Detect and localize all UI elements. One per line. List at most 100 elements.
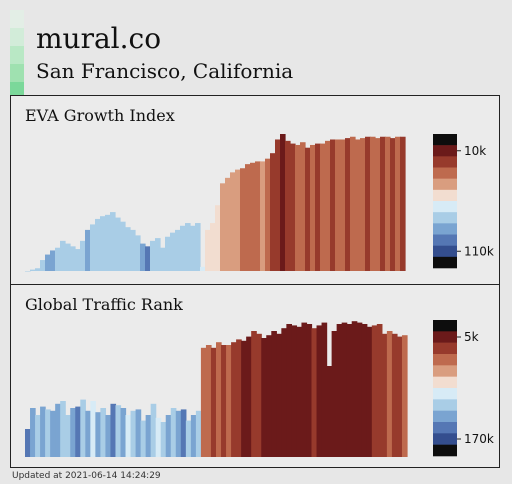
area-bar [255, 161, 261, 271]
area-bar [280, 134, 286, 271]
area-bar [365, 136, 371, 271]
area-bar [386, 331, 393, 457]
area-bar [305, 147, 311, 271]
area-bar [135, 409, 142, 457]
colorbar-segment [433, 388, 457, 400]
colorbar-segment [433, 212, 457, 224]
area-bar [296, 326, 303, 457]
area-bar [190, 415, 197, 457]
area-bar [70, 246, 76, 271]
area-bar [180, 225, 186, 271]
area-bar [295, 144, 301, 271]
area-bar [155, 417, 162, 457]
area-bar [281, 328, 287, 457]
area-bar [80, 240, 86, 271]
area-bar [225, 177, 231, 271]
area-bar [50, 250, 56, 271]
updated-timestamp: Updated at 2021-06-14 14:24:29 [12, 471, 161, 481]
colorbar-segment [433, 399, 457, 411]
area-bar [216, 342, 222, 457]
area-bar [241, 340, 247, 457]
area-bar [271, 331, 277, 457]
area-bar [316, 325, 323, 457]
logo-bar [10, 64, 24, 82]
area-bar [400, 136, 406, 271]
area-bar [45, 254, 51, 271]
area-bar [370, 136, 376, 271]
colorbar-segment [433, 331, 457, 343]
area-bar [115, 217, 121, 271]
area-bar [145, 246, 151, 271]
colorbar-segment [433, 320, 457, 332]
area-bar [306, 324, 313, 457]
area-bar [95, 218, 101, 271]
colorbar-segment [433, 134, 457, 146]
area-bar [185, 223, 191, 271]
area-bar [60, 401, 66, 457]
area-bar [205, 229, 211, 271]
area-bar [150, 240, 156, 271]
colorbar-segment [433, 167, 457, 179]
area-bar [326, 366, 333, 457]
area-bar [336, 324, 343, 457]
area-bar [100, 216, 106, 271]
area-bar [356, 322, 363, 457]
colorbar-tick-label: 5k [464, 330, 479, 344]
area-bar [105, 214, 111, 271]
area-bar [140, 420, 147, 457]
area-bar [115, 405, 122, 457]
area-bar [170, 232, 176, 271]
area-bar [50, 410, 56, 457]
area-bar [155, 238, 161, 271]
area-bar [165, 415, 172, 457]
company-location: San Francisco, California [36, 59, 294, 83]
area-bar [135, 235, 141, 271]
area-bar [210, 347, 217, 457]
area-bar [90, 401, 96, 457]
area-bar [375, 138, 381, 271]
area-bar [251, 331, 257, 457]
colorbar-segment [433, 376, 457, 389]
area-bar [265, 158, 271, 271]
eva-growth-chart: 10k 110k [25, 134, 494, 272]
area-bar [160, 247, 166, 271]
area-bar [110, 212, 116, 271]
area-bar [145, 415, 152, 457]
area-bar [25, 429, 31, 457]
area-bar [65, 243, 71, 271]
area-bar [45, 409, 51, 457]
area-bar [90, 224, 96, 271]
area-bar [100, 408, 107, 457]
area-bar [195, 223, 201, 271]
area-bar [245, 164, 251, 271]
logo-bar [10, 28, 24, 46]
eva-chart-title: EVA Growth Index [25, 106, 175, 125]
area-bar [376, 324, 383, 457]
area-bar [250, 162, 256, 271]
area-bar [55, 403, 61, 457]
area-bar [275, 139, 281, 271]
area-bar [230, 172, 236, 271]
traffic-rank-panel: Global Traffic Rank 5k 170k [10, 284, 500, 468]
area-bar [60, 240, 66, 271]
area-bar [30, 269, 36, 271]
area-bar [210, 223, 216, 271]
area-bar [396, 336, 403, 457]
area-bar [235, 169, 241, 271]
area-bar [150, 403, 157, 457]
colorbar-segment [433, 178, 457, 191]
area-bar [35, 415, 41, 457]
area-bar [35, 268, 41, 271]
rank-chart-title: Global Traffic Rank [25, 295, 183, 314]
area-bar [380, 136, 386, 271]
area-bar [130, 229, 136, 271]
area-bar [220, 183, 226, 271]
colorbar-segment [433, 354, 457, 366]
area-bar [75, 249, 81, 271]
area-bar [321, 322, 328, 457]
area-bar [300, 142, 306, 271]
area-bar [390, 138, 396, 271]
area-bar [120, 221, 126, 271]
area-bar [221, 345, 227, 457]
area-bar [205, 345, 212, 457]
